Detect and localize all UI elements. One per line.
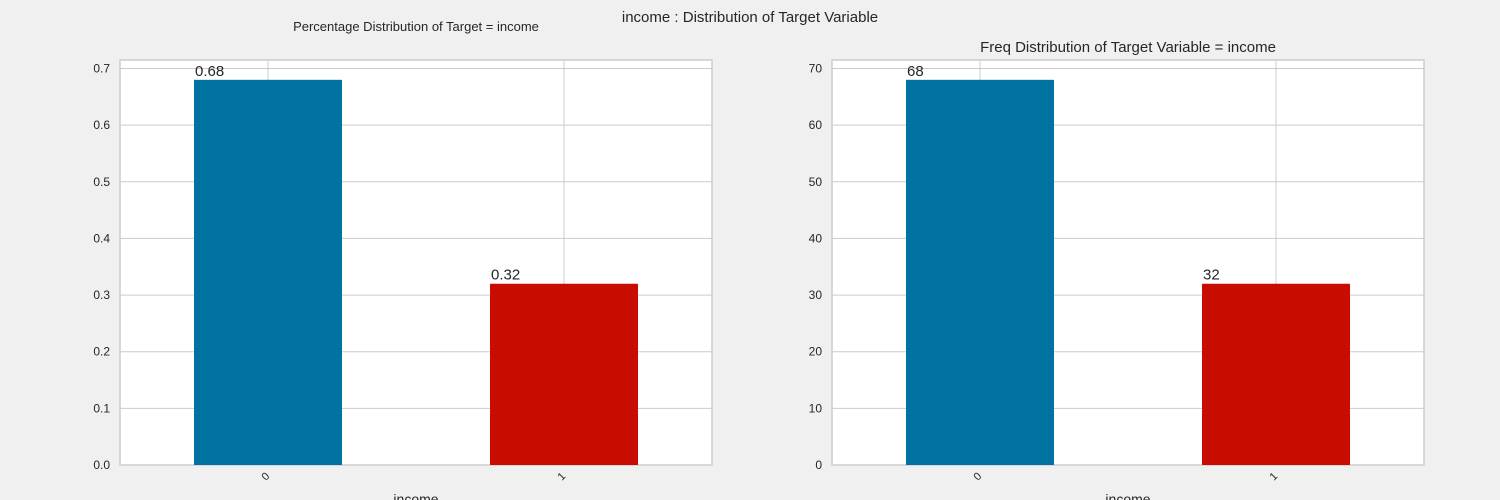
figure-suptitle: income : Distribution of Target Variable xyxy=(622,9,878,26)
y-tick-label: 60 xyxy=(809,118,823,132)
x-axis-label: income xyxy=(393,491,438,500)
x-tick-label: 1 xyxy=(555,470,568,483)
y-tick-label: 70 xyxy=(809,61,823,75)
chart-title: Freq Distribution of Target Variable = i… xyxy=(980,39,1276,56)
frequency-distribution-chart: Freq Distribution of Target Variable = i… xyxy=(809,39,1425,500)
y-tick-label: 30 xyxy=(809,288,823,302)
percentage-distribution-chart: Percentage Distribution of Target = inco… xyxy=(93,19,713,500)
bar-data-label: 0.32 xyxy=(491,267,520,284)
bar-0 xyxy=(194,79,342,466)
y-tick-label: 0.7 xyxy=(93,61,110,75)
bar-1 xyxy=(490,283,638,465)
y-tick-label: 0.6 xyxy=(93,118,110,132)
y-tick-label: 0.3 xyxy=(93,288,110,302)
y-tick-label: 50 xyxy=(809,175,823,189)
x-tick-label: 0 xyxy=(259,470,272,483)
y-tick-label: 10 xyxy=(809,401,823,415)
y-tick-label: 0.5 xyxy=(93,175,110,189)
y-tick-label: 0.0 xyxy=(93,458,110,472)
y-tick-label: 0.2 xyxy=(93,345,110,359)
bar-data-label: 0.68 xyxy=(195,63,224,80)
x-tick-label: 1 xyxy=(1267,470,1280,483)
bar-data-label: 68 xyxy=(907,63,924,80)
bar-1 xyxy=(1202,283,1350,465)
x-axis-label: income xyxy=(1105,491,1150,500)
y-tick-label: 0.1 xyxy=(93,401,110,415)
x-tick-label: 0 xyxy=(971,470,984,483)
chart-title: Percentage Distribution of Target = inco… xyxy=(293,19,539,34)
y-tick-label: 0 xyxy=(815,458,822,472)
bar-data-label: 32 xyxy=(1203,267,1220,284)
bar-0 xyxy=(906,79,1054,466)
y-tick-label: 0.4 xyxy=(93,231,110,245)
y-tick-label: 40 xyxy=(809,231,823,245)
y-tick-label: 20 xyxy=(809,345,823,359)
